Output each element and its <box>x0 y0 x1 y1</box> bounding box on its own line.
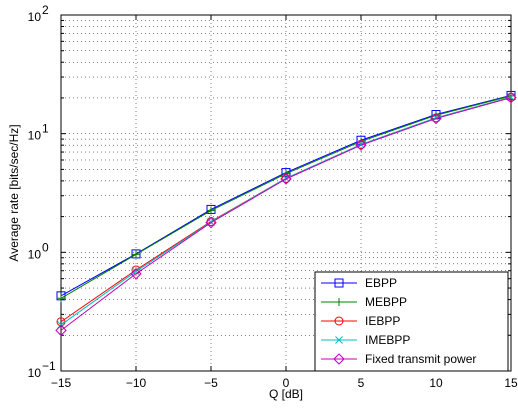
legend-marker <box>333 353 345 365</box>
x-tick-label: 10 <box>429 376 443 390</box>
data-point <box>280 173 292 185</box>
data-point <box>355 139 367 151</box>
legend-label: EBPP <box>365 276 397 290</box>
y-tick-base: 10 <box>28 247 42 261</box>
legend-label: IMEBPP <box>365 333 410 347</box>
legend-marker <box>335 298 343 306</box>
series-line <box>60 97 512 331</box>
y-tick-label: 100 <box>28 240 49 261</box>
y-tick-label: 10 2 <box>28 3 49 24</box>
y-tick-base: 10 <box>28 129 42 143</box>
legend-marker <box>334 278 344 288</box>
y-tick-base: 10 <box>28 10 42 24</box>
data-point <box>55 324 67 337</box>
x-axis-label: Q [dB] <box>269 387 303 401</box>
y-axis-label: Average rate [bits/sec/Hz] <box>7 124 21 261</box>
x-tick-label: −5 <box>204 376 218 390</box>
y-tick-exponent: −1 <box>42 359 56 373</box>
x-tick-label: 5 <box>358 376 365 390</box>
series-fixed-transmit-power <box>55 91 517 337</box>
legend-item: Fixed transmit power <box>321 352 476 366</box>
x-tick-label: 0 <box>283 376 290 390</box>
y-tick-base: 10 <box>28 366 42 380</box>
data-point <box>57 294 65 303</box>
series-layer <box>55 90 517 337</box>
x-tick-labels: −15 −10 −5 0 5 10 15 <box>51 376 518 390</box>
legend-label: Fixed transmit power <box>365 352 476 366</box>
y-tick-label: 10 1 <box>28 122 49 143</box>
data-point <box>505 91 517 104</box>
data-point <box>430 112 442 125</box>
legend-item: MEBPP <box>321 295 407 309</box>
legend-marker <box>335 336 343 344</box>
data-point <box>132 267 140 276</box>
legend-item: IEBPP <box>321 314 400 328</box>
y-tick-label: 10 −1 <box>28 359 56 380</box>
legend: EBPP MEBPP IEBPP IMEBPP Fixed transmit power <box>314 271 509 372</box>
plot-frame <box>60 14 512 372</box>
y-tick-exponent: 2 <box>42 3 49 17</box>
x-tick-label: −15 <box>51 376 72 390</box>
data-point <box>130 268 142 280</box>
data-point <box>132 250 140 259</box>
legend-label: MEBPP <box>365 295 407 309</box>
x-tick-label: 15 <box>504 376 518 390</box>
legend-label: IEBPP <box>365 314 400 328</box>
data-point <box>207 206 215 215</box>
data-point <box>205 216 217 229</box>
y-tick-exponent: 1 <box>42 122 49 136</box>
legend-item: IMEBPP <box>321 333 410 347</box>
x-tick-label: −10 <box>126 376 147 390</box>
y-tick-exponent: 0 <box>42 240 49 254</box>
legend-item: EBPP <box>321 276 397 290</box>
legend-marker <box>334 316 344 326</box>
